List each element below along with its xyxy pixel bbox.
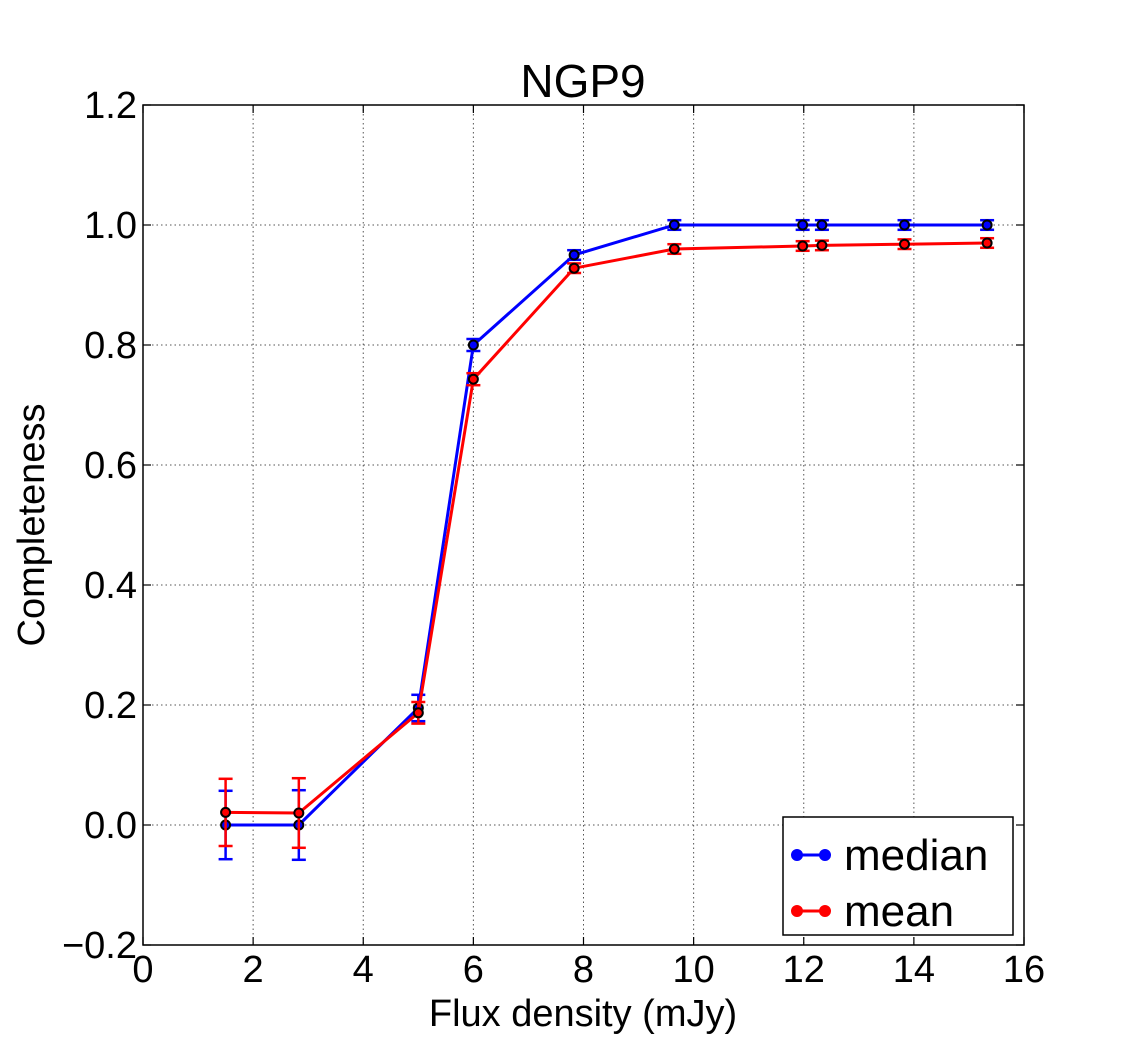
series-median (218, 218, 995, 862)
data-point-mean (797, 240, 809, 252)
legend-swatch-marker (819, 905, 831, 917)
legend-swatch-marker (791, 905, 803, 917)
legend-label: mean (844, 887, 954, 936)
data-point-median (816, 219, 828, 231)
x-tick-label: 16 (1003, 949, 1045, 991)
x-axis-label: Flux density (mJy) (429, 993, 737, 1035)
y-tick-label: −0.2 (62, 925, 137, 967)
y-tick-label: 0.6 (84, 445, 137, 487)
data-point-mean (467, 373, 479, 385)
y-tick-labels: −0.2 0.0 0.2 0.4 0.6 0.8 1.0 1.2 (62, 85, 137, 967)
data-point-median (568, 249, 580, 261)
x-tick-label: 12 (783, 949, 825, 991)
data-point-mean (568, 262, 580, 274)
data-point-mean (293, 807, 305, 819)
legend-entry-mean: mean (791, 887, 954, 936)
tick-marks (142, 104, 1025, 946)
y-tick-label: 0.8 (84, 325, 137, 367)
y-tick-label: 0.0 (84, 805, 137, 847)
series-line-median (225, 223, 988, 827)
x-tick-label: 14 (893, 949, 935, 991)
x-tick-label: 8 (573, 949, 594, 991)
y-tick-label: 1.2 (84, 85, 137, 127)
data-point-median (668, 219, 680, 231)
series-line-mean (225, 241, 988, 815)
legend-entries: median mean (791, 831, 988, 936)
chart-title: NGP9 (520, 55, 645, 107)
data-point-median (981, 219, 993, 231)
x-tick-label: 2 (243, 949, 264, 991)
y-tick-label: 1.0 (84, 205, 137, 247)
data-point-mean (981, 237, 993, 249)
x-tick-labels: 0 2 4 6 8 10 12 14 16 (132, 949, 1045, 991)
y-tick-label: 0.2 (84, 685, 137, 727)
data-point-median (899, 219, 911, 231)
data-point-mean (899, 238, 911, 250)
x-tick-label: 4 (353, 949, 374, 991)
y-axis-label: Completeness (11, 404, 53, 647)
data-point-mean (220, 806, 232, 818)
legend-entry-median: median (791, 831, 988, 880)
data-point-median (467, 339, 479, 351)
x-tick-label: 6 (463, 949, 484, 991)
legend-label: median (844, 831, 988, 880)
series-layer (218, 218, 995, 862)
y-tick-label: 0.4 (84, 565, 137, 607)
legend: median mean (782, 816, 1014, 936)
x-tick-label: 0 (132, 949, 153, 991)
data-point-mean (412, 707, 424, 719)
legend-swatch-marker (819, 849, 831, 861)
series-mean (218, 236, 995, 850)
data-point-median (797, 219, 809, 231)
data-point-mean (816, 239, 828, 251)
x-tick-label: 10 (672, 949, 714, 991)
legend-swatch-marker (791, 849, 803, 861)
data-point-mean (668, 243, 680, 255)
